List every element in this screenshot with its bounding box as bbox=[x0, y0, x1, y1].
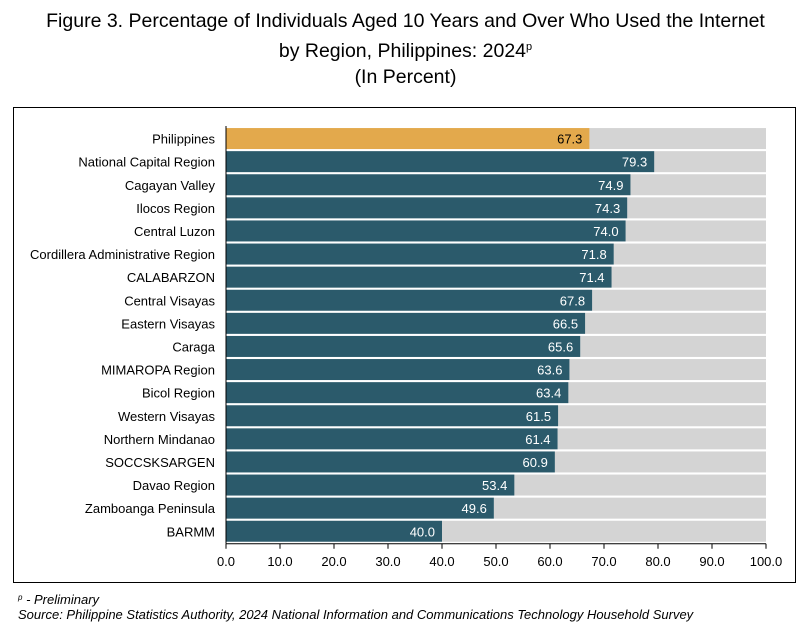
bar-remainder bbox=[630, 174, 766, 196]
bar bbox=[226, 220, 626, 242]
chart-title-line-2-text: by Region, Philippines: 2024 bbox=[278, 40, 527, 62]
category-label: MIMAROPA Region bbox=[101, 363, 215, 378]
bar bbox=[226, 451, 555, 473]
bar-remainder bbox=[554, 451, 766, 473]
bar-remainder bbox=[592, 289, 766, 311]
chart-frame: Philippines 67.3 National Capital Region 79… bbox=[13, 107, 796, 583]
data-label: 61.4 bbox=[525, 432, 550, 447]
data-label: 71.8 bbox=[581, 247, 606, 262]
data-label: 67.8 bbox=[560, 293, 585, 308]
x-tick-label: 20.0 bbox=[321, 554, 346, 569]
bar bbox=[226, 520, 442, 542]
bar-remainder bbox=[442, 520, 766, 542]
chart-subtitle: (In Percent) bbox=[354, 66, 457, 88]
chart-title-line-2: by Region, Philippines: 2024p bbox=[0, 34, 811, 64]
category-label: Philippines bbox=[152, 132, 215, 147]
bar bbox=[226, 335, 581, 357]
data-label: 40.0 bbox=[410, 524, 435, 539]
bar bbox=[226, 174, 631, 196]
bar-remainder bbox=[625, 220, 766, 242]
category-label: Western Visayas bbox=[118, 409, 216, 424]
category-label: Zamboanga Peninsula bbox=[85, 501, 216, 516]
bar-remainder bbox=[514, 474, 766, 496]
data-label: 66.5 bbox=[553, 316, 578, 331]
category-label: Northern Mindanao bbox=[104, 432, 215, 447]
x-tick-label: 60.0 bbox=[537, 554, 562, 569]
x-tick-label: 90.0 bbox=[699, 554, 724, 569]
data-label: 74.0 bbox=[593, 224, 618, 239]
bar bbox=[226, 497, 494, 519]
category-label: Bicol Region bbox=[142, 386, 215, 401]
data-label: 79.3 bbox=[622, 155, 647, 170]
category-label: Eastern Visayas bbox=[121, 316, 215, 331]
bar-remainder bbox=[611, 266, 766, 288]
footnote-text: - Preliminary bbox=[22, 592, 100, 607]
bar bbox=[226, 428, 558, 450]
bar bbox=[226, 474, 515, 496]
x-tick-label: 50.0 bbox=[483, 554, 508, 569]
category-label: Central Luzon bbox=[134, 224, 215, 239]
data-label: 67.3 bbox=[557, 132, 582, 147]
bar-remainder bbox=[654, 151, 766, 173]
x-tick-label: 10.0 bbox=[267, 554, 292, 569]
category-label: CALABARZON bbox=[127, 270, 215, 285]
x-tick-label: 70.0 bbox=[591, 554, 616, 569]
bar bbox=[226, 382, 569, 404]
category-label: Cagayan Valley bbox=[125, 178, 216, 193]
data-label: 65.6 bbox=[548, 339, 573, 354]
bar bbox=[226, 243, 614, 265]
data-label: 74.9 bbox=[598, 178, 623, 193]
bar-remainder bbox=[493, 497, 766, 519]
data-label: 63.6 bbox=[537, 363, 562, 378]
bar-remainder bbox=[613, 243, 766, 265]
category-label: Cordillera Administrative Region bbox=[30, 247, 215, 262]
x-tick-label: 80.0 bbox=[645, 554, 670, 569]
data-label: 61.5 bbox=[526, 409, 551, 424]
bar bbox=[226, 128, 590, 150]
chart-title: Figure 3. Percentage of Individuals Aged… bbox=[0, 8, 811, 90]
chart-notes: p - Preliminary Source: Philippine Stati… bbox=[18, 590, 693, 622]
bar-remainder bbox=[589, 128, 766, 150]
x-tick-label: 30.0 bbox=[375, 554, 400, 569]
data-label: 63.4 bbox=[536, 386, 561, 401]
bar-remainder bbox=[568, 382, 766, 404]
chart-title-line-1: Figure 3. Percentage of Individuals Aged… bbox=[46, 10, 765, 32]
category-label: Ilocos Region bbox=[136, 201, 215, 216]
footnote: p - Preliminary bbox=[18, 590, 693, 607]
bar-remainder bbox=[557, 428, 766, 450]
bar-remainder bbox=[569, 359, 766, 381]
bar bbox=[226, 405, 559, 427]
footnote-marker: p bbox=[18, 593, 23, 602]
category-label: Central Visayas bbox=[124, 293, 215, 308]
bar-chart: Philippines 67.3 National Capital Region 79… bbox=[30, 126, 783, 569]
x-tick-label: 0.0 bbox=[217, 554, 235, 569]
x-tick-label: 100.0 bbox=[750, 554, 783, 569]
bar-remainder bbox=[580, 335, 766, 357]
category-label: Caraga bbox=[172, 339, 215, 354]
preliminary-superscript: p bbox=[526, 41, 533, 53]
data-label: 74.3 bbox=[595, 201, 620, 216]
data-label: 53.4 bbox=[482, 478, 507, 493]
category-label: Davao Region bbox=[133, 478, 215, 493]
bar-remainder bbox=[558, 405, 766, 427]
bar bbox=[226, 289, 593, 311]
category-label: National Capital Region bbox=[78, 155, 215, 170]
bar-remainder bbox=[627, 197, 766, 219]
bar bbox=[226, 312, 586, 334]
source-note: Source: Philippine Statistics Authority,… bbox=[18, 607, 694, 622]
bar bbox=[226, 266, 612, 288]
data-label: 49.6 bbox=[462, 501, 487, 516]
bar-remainder bbox=[585, 312, 766, 334]
x-tick-label: 40.0 bbox=[429, 554, 454, 569]
bar bbox=[226, 197, 628, 219]
category-label: SOCCSKSARGEN bbox=[105, 455, 215, 470]
bar bbox=[226, 151, 655, 173]
data-label: 60.9 bbox=[523, 455, 548, 470]
bar bbox=[226, 359, 570, 381]
data-label: 71.4 bbox=[579, 270, 604, 285]
category-label: BARMM bbox=[167, 524, 215, 539]
